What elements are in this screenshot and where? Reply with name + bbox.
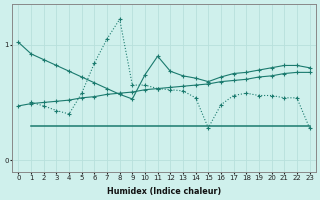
X-axis label: Humidex (Indice chaleur): Humidex (Indice chaleur) (107, 187, 221, 196)
